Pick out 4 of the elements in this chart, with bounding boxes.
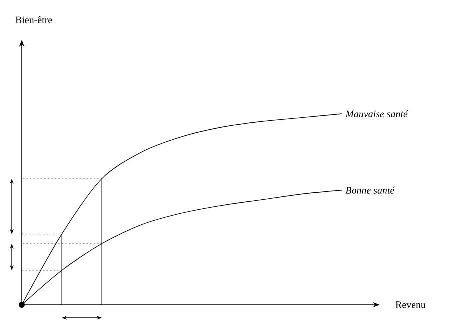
series-label: Mauvaise santé xyxy=(346,110,408,118)
text: Bien-être xyxy=(16,16,52,24)
series-label: Bonne santé xyxy=(346,186,396,194)
x-axis-title: Revenu xyxy=(396,302,426,308)
